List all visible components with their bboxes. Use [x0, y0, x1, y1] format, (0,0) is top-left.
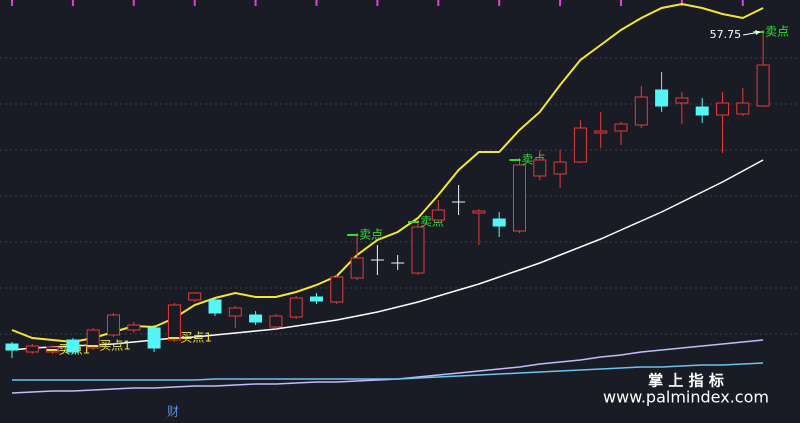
high-price-arrowhead [755, 30, 761, 35]
ma-line [12, 362, 764, 381]
candle-body [716, 102, 729, 116]
candle-body [492, 218, 506, 227]
candle-body [228, 307, 242, 317]
candle-body [614, 123, 628, 132]
candle-body [269, 315, 283, 328]
footer-label: 财 [167, 405, 179, 419]
candle-body [756, 64, 770, 107]
candle-body [695, 106, 709, 116]
candle-body [350, 257, 364, 279]
candle-body [167, 304, 181, 341]
signal-label: 买点1 [180, 331, 212, 345]
watermark-title: 掌 上 指 标 [648, 372, 724, 390]
candle-body [573, 127, 587, 163]
candle-body [289, 297, 303, 318]
ma-line [11, 159, 764, 351]
candle-body [86, 329, 100, 349]
candle-body [472, 210, 486, 214]
candle-body [330, 276, 344, 303]
candle-body [310, 296, 323, 302]
ma-line [11, 2, 764, 344]
candle-body [675, 97, 689, 104]
candle-body [5, 343, 19, 351]
candle-body [594, 130, 608, 134]
candle-body [147, 327, 161, 349]
candle-body [736, 102, 750, 115]
candle-body [208, 299, 222, 314]
candle-body [634, 96, 648, 126]
candle-body [431, 209, 445, 221]
candle-body [553, 161, 567, 175]
signal-label: 卖点 [765, 25, 789, 39]
candle-body [249, 314, 263, 323]
candle-body [411, 226, 425, 274]
candle-body [107, 314, 120, 336]
watermark-url: www.palmindex.com [603, 388, 769, 407]
high-price-label: 57.75 [710, 28, 742, 41]
candle-body [513, 164, 526, 232]
candle-body [127, 324, 141, 331]
candle-body [66, 339, 80, 353]
candle-body [533, 159, 547, 177]
signal-label: 买点1 [99, 339, 131, 353]
signal-label: 卖点 [359, 228, 383, 242]
candle-body [188, 292, 202, 301]
candle-body [25, 345, 39, 353]
candle-body [655, 89, 669, 107]
